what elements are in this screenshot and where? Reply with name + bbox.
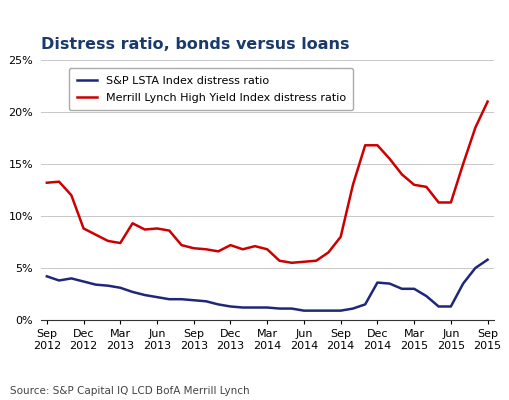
S&P LSTA Index distress ratio (56, 278, 62, 283)
S&P LSTA Index distress ratio (191, 298, 197, 303)
Merrill Lynch High Yield Index distress ratio (325, 250, 331, 255)
Merrill Lynch High Yield Index distress ratio (68, 193, 74, 198)
Merrill Lynch High Yield Index distress ratio (240, 247, 246, 252)
Text: Source: S&P Capital IQ LCD BofA Merrill Lynch: Source: S&P Capital IQ LCD BofA Merrill … (10, 386, 250, 396)
S&P LSTA Index distress ratio (154, 295, 160, 300)
Merrill Lynch High Yield Index distress ratio (105, 238, 111, 243)
Merrill Lynch High Yield Index distress ratio (44, 180, 50, 185)
S&P LSTA Index distress ratio (289, 306, 295, 311)
Merrill Lynch High Yield Index distress ratio (191, 246, 197, 251)
S&P LSTA Index distress ratio (203, 299, 209, 304)
Merrill Lynch High Yield Index distress ratio (56, 179, 62, 184)
S&P LSTA Index distress ratio (129, 290, 135, 294)
S&P LSTA Index distress ratio (411, 286, 417, 291)
Merrill Lynch High Yield Index distress ratio (93, 232, 99, 237)
S&P LSTA Index distress ratio (485, 257, 491, 262)
S&P LSTA Index distress ratio (93, 282, 99, 287)
S&P LSTA Index distress ratio (374, 280, 380, 285)
S&P LSTA Index distress ratio (301, 308, 307, 313)
S&P LSTA Index distress ratio (228, 304, 234, 309)
S&P LSTA Index distress ratio (387, 281, 393, 286)
S&P LSTA Index distress ratio (399, 286, 405, 291)
Merrill Lynch High Yield Index distress ratio (460, 162, 466, 166)
S&P LSTA Index distress ratio (313, 308, 319, 313)
Merrill Lynch High Yield Index distress ratio (423, 184, 430, 189)
S&P LSTA Index distress ratio (105, 283, 111, 288)
Line: S&P LSTA Index distress ratio: S&P LSTA Index distress ratio (47, 260, 488, 311)
Merrill Lynch High Yield Index distress ratio (215, 249, 221, 254)
S&P LSTA Index distress ratio (252, 305, 258, 310)
Merrill Lynch High Yield Index distress ratio (264, 247, 270, 252)
S&P LSTA Index distress ratio (44, 274, 50, 279)
S&P LSTA Index distress ratio (325, 308, 331, 313)
S&P LSTA Index distress ratio (448, 304, 454, 309)
Merrill Lynch High Yield Index distress ratio (411, 182, 417, 187)
Merrill Lynch High Yield Index distress ratio (179, 243, 185, 248)
Merrill Lynch High Yield Index distress ratio (228, 243, 234, 248)
S&P LSTA Index distress ratio (240, 305, 246, 310)
Merrill Lynch High Yield Index distress ratio (276, 258, 282, 263)
Text: Distress ratio, bonds versus loans: Distress ratio, bonds versus loans (41, 37, 349, 52)
S&P LSTA Index distress ratio (166, 297, 173, 302)
Merrill Lynch High Yield Index distress ratio (362, 143, 368, 148)
S&P LSTA Index distress ratio (362, 302, 368, 307)
Merrill Lynch High Yield Index distress ratio (117, 241, 123, 246)
Merrill Lynch High Yield Index distress ratio (301, 259, 307, 264)
Merrill Lynch High Yield Index distress ratio (252, 244, 258, 248)
S&P LSTA Index distress ratio (80, 279, 87, 284)
Merrill Lynch High Yield Index distress ratio (350, 182, 356, 187)
Merrill Lynch High Yield Index distress ratio (289, 260, 295, 265)
S&P LSTA Index distress ratio (436, 304, 442, 309)
Merrill Lynch High Yield Index distress ratio (399, 172, 405, 177)
S&P LSTA Index distress ratio (337, 308, 344, 313)
S&P LSTA Index distress ratio (460, 281, 466, 286)
S&P LSTA Index distress ratio (350, 306, 356, 311)
Merrill Lynch High Yield Index distress ratio (154, 226, 160, 231)
Line: Merrill Lynch High Yield Index distress ratio: Merrill Lynch High Yield Index distress … (47, 102, 488, 263)
S&P LSTA Index distress ratio (142, 293, 148, 298)
Merrill Lynch High Yield Index distress ratio (80, 226, 87, 231)
S&P LSTA Index distress ratio (472, 266, 478, 270)
S&P LSTA Index distress ratio (68, 276, 74, 281)
Merrill Lynch High Yield Index distress ratio (203, 247, 209, 252)
Legend: S&P LSTA Index distress ratio, Merrill Lynch High Yield Index distress ratio: S&P LSTA Index distress ratio, Merrill L… (69, 68, 353, 110)
Merrill Lynch High Yield Index distress ratio (374, 143, 380, 148)
S&P LSTA Index distress ratio (215, 302, 221, 307)
Merrill Lynch High Yield Index distress ratio (387, 156, 393, 161)
Merrill Lynch High Yield Index distress ratio (166, 228, 173, 233)
Merrill Lynch High Yield Index distress ratio (485, 99, 491, 104)
Merrill Lynch High Yield Index distress ratio (436, 200, 442, 205)
S&P LSTA Index distress ratio (117, 285, 123, 290)
Merrill Lynch High Yield Index distress ratio (129, 221, 135, 226)
S&P LSTA Index distress ratio (264, 305, 270, 310)
Merrill Lynch High Yield Index distress ratio (313, 258, 319, 263)
S&P LSTA Index distress ratio (179, 297, 185, 302)
Merrill Lynch High Yield Index distress ratio (448, 200, 454, 205)
Merrill Lynch High Yield Index distress ratio (472, 125, 478, 130)
S&P LSTA Index distress ratio (276, 306, 282, 311)
Merrill Lynch High Yield Index distress ratio (142, 227, 148, 232)
S&P LSTA Index distress ratio (423, 294, 430, 298)
Merrill Lynch High Yield Index distress ratio (337, 234, 344, 239)
